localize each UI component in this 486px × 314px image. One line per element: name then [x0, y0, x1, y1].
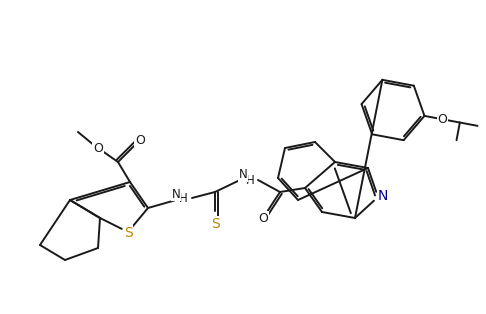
Text: O: O [258, 212, 268, 225]
Text: N: N [239, 169, 247, 181]
Text: O: O [437, 113, 447, 126]
Text: S: S [210, 217, 219, 231]
Text: H: H [179, 192, 188, 204]
Text: O: O [135, 133, 145, 147]
Text: H: H [245, 174, 254, 187]
Text: N: N [172, 187, 180, 201]
Text: O: O [93, 142, 103, 154]
Text: N: N [378, 189, 388, 203]
Text: S: S [123, 226, 132, 240]
